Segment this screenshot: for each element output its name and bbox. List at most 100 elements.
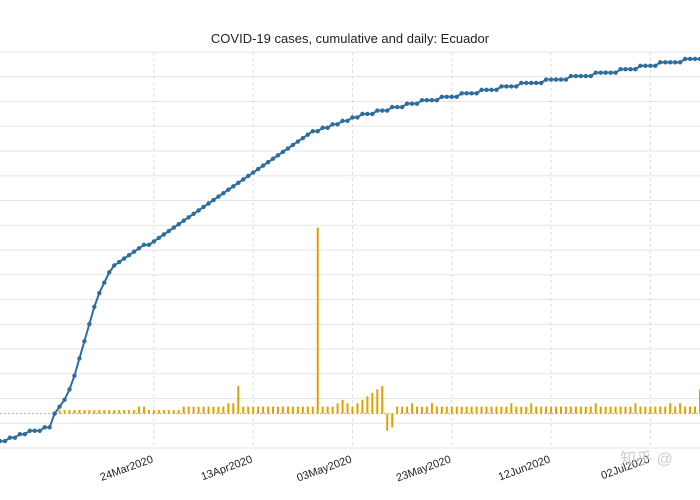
cumulative-point [608,70,613,75]
cumulative-point [191,211,196,217]
daily-bar [411,403,414,414]
cumulative-point [658,60,663,65]
daily-bar [624,406,627,414]
daily-bar [321,406,324,414]
cumulative-point [563,77,569,82]
cumulative-point [201,204,206,210]
daily-bar [396,406,399,414]
daily-bar [267,406,270,414]
cumulative-point [221,190,226,196]
cumulative-point [479,87,484,93]
cumulative-point [623,67,628,72]
cumulative-point [37,428,42,433]
cumulative-point [236,180,241,186]
daily-bar [589,406,592,414]
daily-bar [689,406,692,414]
cumulative-point [519,80,524,86]
cumulative-point [77,356,82,361]
daily-bar [510,403,513,414]
cumulative-point [593,70,598,75]
daily-bar [311,406,314,414]
cumulative-point [529,80,534,86]
watermark: 知乎 @ [620,450,673,468]
daily-bar [644,406,647,414]
cumulative-point [370,111,375,117]
daily-bar [574,406,577,414]
daily-bar [242,406,245,414]
daily-bar [500,406,503,414]
cumulative-point [310,129,315,134]
daily-bar [495,406,498,414]
daily-bar [540,406,543,414]
daily-bar [98,410,101,414]
cumulative-point [668,60,673,65]
cumulative-point [305,132,310,137]
cumulative-point [598,70,603,75]
daily-bar [460,406,463,414]
cumulative-point [32,428,37,433]
daily-bar [83,410,86,414]
daily-bar [614,406,617,414]
cumulative-point [489,87,494,93]
cumulative-point [509,84,514,89]
cumulative-point [697,56,700,62]
daily-bar [157,410,160,414]
daily-bar [639,406,642,414]
cumulative-point [692,56,698,62]
daily-bar [232,403,235,414]
cumulative-point [176,221,181,227]
cumulative-point [434,98,440,103]
cumulative-point [419,98,425,103]
cumulative-point [514,84,519,89]
cumulative-point [449,94,454,99]
daily-bar [128,410,131,414]
daily-bar [684,406,687,414]
cumulative-point [260,163,266,168]
cumulative-point [618,67,623,72]
cumulative-point [57,404,62,409]
cumulative-point [409,101,415,106]
cumulative-point [250,170,256,175]
daily-bar [376,389,379,414]
daily-bar [187,406,190,414]
cumulative-point [62,397,67,402]
daily-bar [182,406,185,414]
daily-bar [435,406,438,414]
cumulative-point [553,77,559,82]
daily-bar [212,406,215,414]
cumulative-point [146,242,152,248]
daily-bar [401,406,404,414]
cumulative-point [360,111,365,117]
cumulative-point [0,438,3,444]
daily-bar [138,406,141,414]
cumulative-point [687,56,693,62]
cumulative-point [141,242,147,248]
cumulative-point [682,56,688,62]
cumulative-point [151,239,157,244]
daily-bar [217,406,220,414]
daily-bar [654,406,657,414]
cumulative-point [340,118,345,124]
daily-bar [525,406,528,414]
cumulative-point [588,73,593,79]
cumulative-point [444,94,450,99]
cumulative-point [67,387,72,392]
cumulative-point [394,104,400,110]
cumulative-point [111,263,117,268]
daily-bar [68,410,71,414]
cumulative-point [330,122,335,127]
daily-bar [227,403,230,414]
daily-bar [361,399,364,414]
cumulative-point [295,139,301,144]
cumulative-point [464,91,469,96]
daily-bar [123,410,126,414]
daily-bar [272,406,275,414]
cumulative-point [82,339,87,344]
daily-bar [326,406,329,414]
cumulative-point [72,373,77,378]
cumulative-point [414,101,420,106]
daily-bar [63,410,66,414]
daily-bar [351,406,354,414]
daily-bar [515,406,518,414]
